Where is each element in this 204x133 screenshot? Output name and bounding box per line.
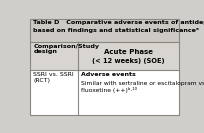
Text: Comparison/Study
design: Comparison/Study design: [33, 44, 99, 55]
Text: Similar with sertraline or escitalopram vs.
fluoxetine (++)ᵇ·¹⁰: Similar with sertraline or escitalopram …: [81, 80, 204, 93]
Text: Adverse events: Adverse events: [81, 72, 136, 77]
Bar: [78, 70, 179, 115]
Text: based on findings and statistical significanceᵃ: based on findings and statistical signif…: [33, 28, 199, 33]
Text: (< 12 weeks) (SOE): (< 12 weeks) (SOE): [92, 58, 165, 64]
Text: Acute Phase: Acute Phase: [104, 49, 153, 55]
Bar: [78, 42, 179, 70]
Bar: [30, 19, 179, 42]
Text: SSRI vs. SSRI
(RCT): SSRI vs. SSRI (RCT): [33, 72, 74, 83]
Bar: [30, 70, 78, 115]
Bar: [30, 42, 78, 70]
Text: Table D   Comparative adverse events of antidepressants: Table D Comparative adverse events of an…: [33, 20, 204, 25]
